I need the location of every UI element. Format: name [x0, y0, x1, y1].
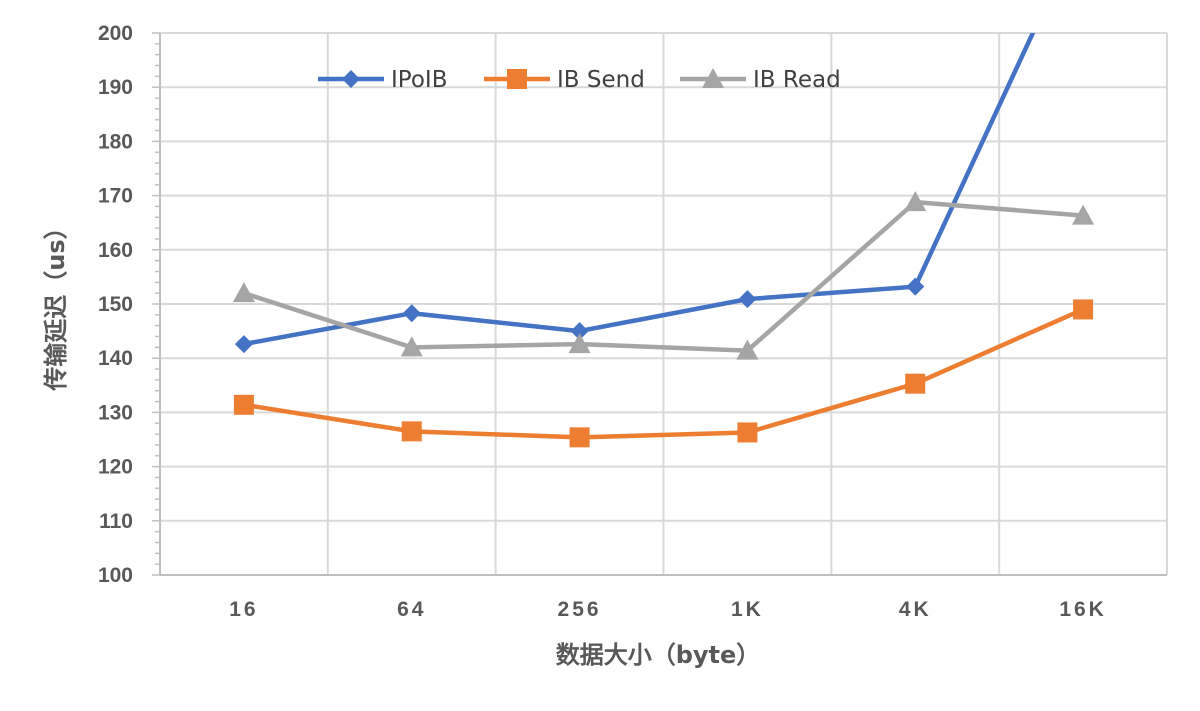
series-ipoib [235, 0, 1083, 353]
y-tick-label: 150 [98, 293, 133, 316]
legend-label: IB Read [753, 67, 841, 93]
data-point [570, 427, 590, 447]
x-tick-labels: 16 64 256 1K 4K 16K [229, 598, 1107, 621]
data-point [235, 335, 253, 353]
data-point [738, 290, 756, 308]
legend: IPoIB IB Send IB Read [318, 67, 841, 93]
y-tick-label: 190 [98, 76, 133, 99]
legend-item: IPoIB [318, 67, 447, 93]
y-tick-label: 120 [98, 456, 133, 479]
y-tick-label: 140 [98, 347, 133, 370]
legend-item: IB Read [680, 67, 841, 93]
gridlines [160, 33, 1167, 575]
y-tick-label: 130 [98, 401, 133, 424]
y-tick-label: 180 [98, 130, 133, 153]
x-tick-label: 256 [558, 598, 602, 621]
y-tick-labels: 100 110 120 130 140 150 160 170 180 190 200 [98, 22, 133, 587]
x-tick-label: 16 [229, 598, 258, 621]
data-point [234, 395, 254, 415]
x-tick-label: 4K [899, 598, 932, 621]
x-tick-label: 1K [731, 598, 764, 621]
y-tick-label: 110 [99, 510, 133, 533]
data-point [402, 421, 422, 441]
x-tick-label: 64 [397, 598, 426, 621]
data-point [737, 422, 757, 442]
legend-label: IB Send [557, 67, 645, 93]
legend-marker [342, 70, 360, 88]
data-point [233, 282, 255, 302]
y-tick-label: 200 [98, 22, 133, 45]
x-axis-title: 数据大小（byte） [556, 641, 761, 669]
x-tick-label: 16K [1059, 598, 1107, 621]
y-tick-label: 100 [98, 564, 133, 587]
legend-label: IPoIB [391, 67, 447, 93]
data-point [905, 374, 925, 394]
y-tick-label: 170 [98, 185, 133, 208]
data-point [403, 304, 421, 322]
y-tick-label: 160 [98, 239, 133, 262]
legend-item: IB Send [484, 67, 645, 93]
y-axis-title: 传输延迟（us） [42, 215, 70, 391]
data-point [1073, 299, 1093, 319]
legend-marker [507, 69, 527, 89]
data-point [906, 278, 924, 296]
